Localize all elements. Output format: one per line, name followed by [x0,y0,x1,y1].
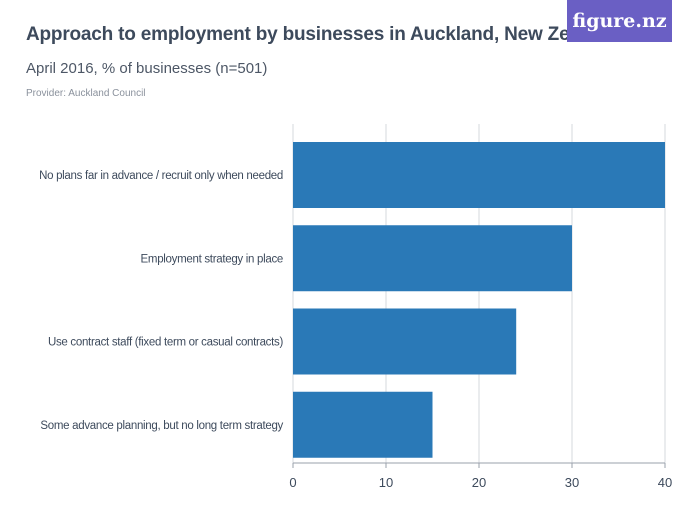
x-tick-label: 10 [379,475,393,490]
bar [293,308,517,375]
chart-title: Approach to employment by businesses in … [26,24,619,45]
bar [293,391,433,458]
x-tick-label: 0 [289,475,296,490]
category-label: Some advance planning, but no long term … [40,420,283,432]
x-tick-label: 20 [472,475,486,490]
category-label: Use contract staff (fixed term or casual… [48,337,283,349]
chart-subtitle: April 2016, % of businesses (n=501) [26,60,268,77]
x-tick-label: 40 [658,475,672,490]
x-tick-label: 30 [565,475,579,490]
figure-nz-logo[interactable]: figure.nz [567,0,672,42]
bar [293,225,572,292]
category-label: Employment strategy in place [141,253,283,265]
bar [293,142,665,208]
provider-label: Provider: Auckland Council [26,88,146,99]
category-label: No plans far in advance / recruit only w… [39,170,283,182]
